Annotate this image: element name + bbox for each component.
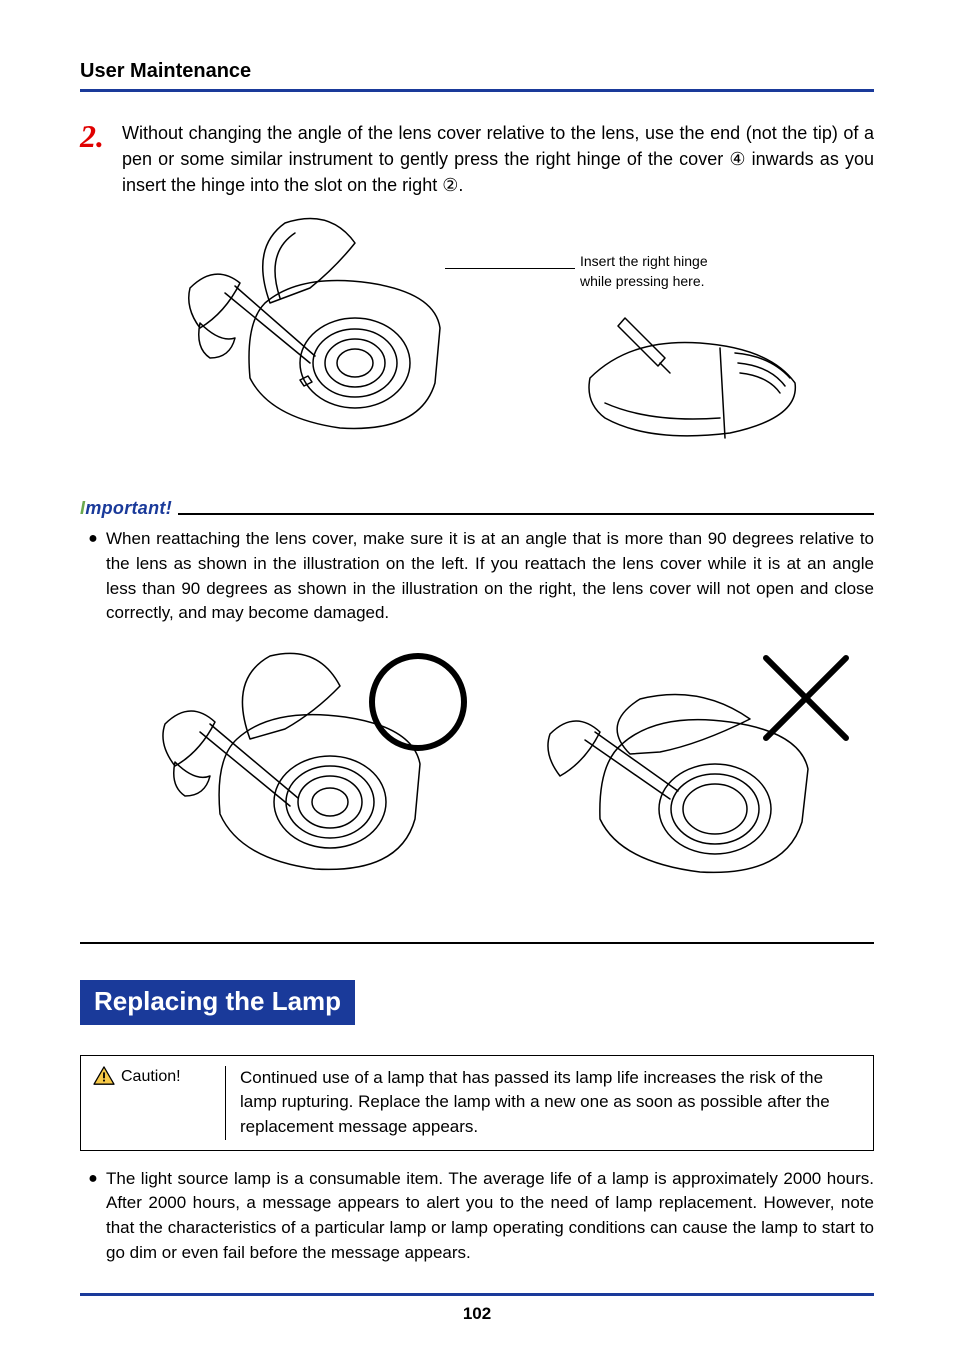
callout-text: Insert the right hinge while pressing he… bbox=[580, 252, 708, 291]
lamp-bullet: ● The light source lamp is a consumable … bbox=[80, 1167, 874, 1266]
lamp-bullet-text: The light source lamp is a consumable it… bbox=[106, 1167, 874, 1266]
caution-left: Caution! bbox=[93, 1066, 226, 1140]
page: User Maintenance 2. Without changing the… bbox=[0, 0, 954, 1352]
important-body: ● When reattaching the lens cover, make … bbox=[80, 527, 874, 626]
section-end-rule bbox=[80, 942, 874, 944]
step-number: 2. bbox=[80, 120, 114, 152]
important-label: Important! bbox=[80, 498, 178, 519]
callout-line2: while pressing here. bbox=[580, 272, 708, 292]
page-number: 102 bbox=[80, 1304, 874, 1324]
step-2: 2. Without changing the angle of the len… bbox=[80, 120, 874, 198]
bullet-icon: ● bbox=[80, 527, 106, 626]
callout-line1: Insert the right hinge bbox=[580, 252, 708, 272]
illus-mid-right bbox=[540, 644, 860, 904]
illustration-row-middle bbox=[120, 644, 874, 924]
illus-top-right bbox=[570, 308, 810, 458]
illustration-row-top: Insert the right hinge while pressing he… bbox=[140, 208, 874, 468]
caution-body: Continued use of a lamp that has passed … bbox=[240, 1066, 861, 1140]
important-label-text: mportant! bbox=[85, 498, 172, 518]
important-rule bbox=[178, 513, 874, 515]
heading-replacing-lamp: Replacing the Lamp bbox=[80, 980, 355, 1025]
step-text-c: . bbox=[458, 175, 463, 195]
footer-rule bbox=[80, 1293, 874, 1296]
callout-leader bbox=[445, 268, 575, 269]
section-title: User Maintenance bbox=[80, 60, 874, 83]
bullet-icon: ● bbox=[80, 1167, 106, 1266]
warning-icon bbox=[93, 1066, 115, 1086]
circled-2: ② bbox=[442, 172, 458, 198]
important-body-text: When reattaching the lens cover, make su… bbox=[106, 527, 874, 626]
illus-mid-left bbox=[150, 644, 470, 904]
circled-4: ④ bbox=[729, 146, 745, 172]
step-text: Without changing the angle of the lens c… bbox=[122, 120, 874, 198]
important-header: Important! bbox=[80, 498, 874, 519]
title-rule bbox=[80, 89, 874, 92]
illus-top-left bbox=[180, 208, 470, 468]
caution-label: Caution! bbox=[121, 1066, 181, 1086]
caution-box: Caution! Continued use of a lamp that ha… bbox=[80, 1055, 874, 1151]
